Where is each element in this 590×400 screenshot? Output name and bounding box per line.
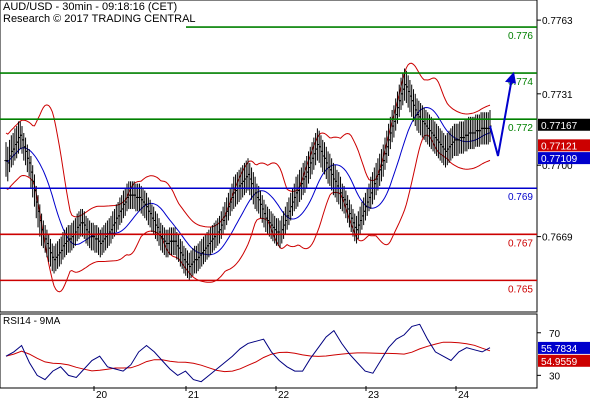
x-tick-label: 22 [278, 390, 290, 400]
rsi-pane-frame [0, 313, 538, 389]
rsi-tag-box [538, 341, 590, 354]
level-label: 0.772 [508, 123, 533, 134]
level-label: 0.774 [508, 77, 533, 88]
price-tag-box [538, 152, 590, 165]
price-tag-upper: 0.77121 [538, 139, 590, 152]
x-tick-label: 23 [368, 390, 380, 400]
price-tag-lower: 0.77109 [538, 152, 590, 165]
moving-average [5, 106, 491, 256]
x-tick-label: 20 [96, 390, 108, 400]
level-label: 0.776 [508, 31, 533, 42]
level-label: 0.769 [508, 192, 533, 203]
axis-tick-label: 0.7731 [542, 90, 573, 101]
rsi-ma-line [5, 341, 491, 373]
price-tag-label: 0.77167 [541, 121, 578, 132]
projection-arrowhead [505, 71, 516, 84]
price-tag-box [538, 118, 590, 131]
rsi-tag-box [538, 354, 590, 367]
projection-path [489, 77, 513, 157]
rsi-tag-rsi: 55.7834 [538, 341, 590, 355]
rsi-tag-label: 55.7834 [541, 344, 578, 355]
chart-title: AUD/USD - 30min - 09:18:16 (CET) [3, 1, 178, 13]
rsi-line [5, 323, 491, 383]
rsi-tag-label: 54.9559 [541, 357, 578, 368]
price-tag-label: 0.77109 [541, 154, 578, 165]
price-tag-label: 0.77121 [541, 141, 578, 152]
axis-tick-label: 0.7763 [542, 16, 573, 27]
copyright-line: Research © 2017 TRADING CENTRAL [3, 13, 196, 25]
price-tag-last: 0.77167 [538, 118, 590, 132]
price-tag-box [538, 139, 590, 152]
bollinger-lower [5, 134, 491, 293]
axis-tick-label: 0.7700 [542, 161, 573, 172]
level-label: 0.765 [508, 284, 533, 295]
rsi-axis-tick-label: 30 [549, 371, 561, 382]
x-tick-label: 21 [188, 390, 200, 400]
axis-tick-label: 0.7669 [542, 233, 573, 244]
level-label: 0.767 [508, 238, 533, 249]
rsi-tag-rsi_ma: 54.9559 [538, 354, 590, 368]
rsi-axis-tick-label: 70 [549, 329, 561, 340]
rsi-title: RSI14 - 9MA [3, 316, 61, 327]
x-tick-label: 24 [458, 390, 470, 400]
